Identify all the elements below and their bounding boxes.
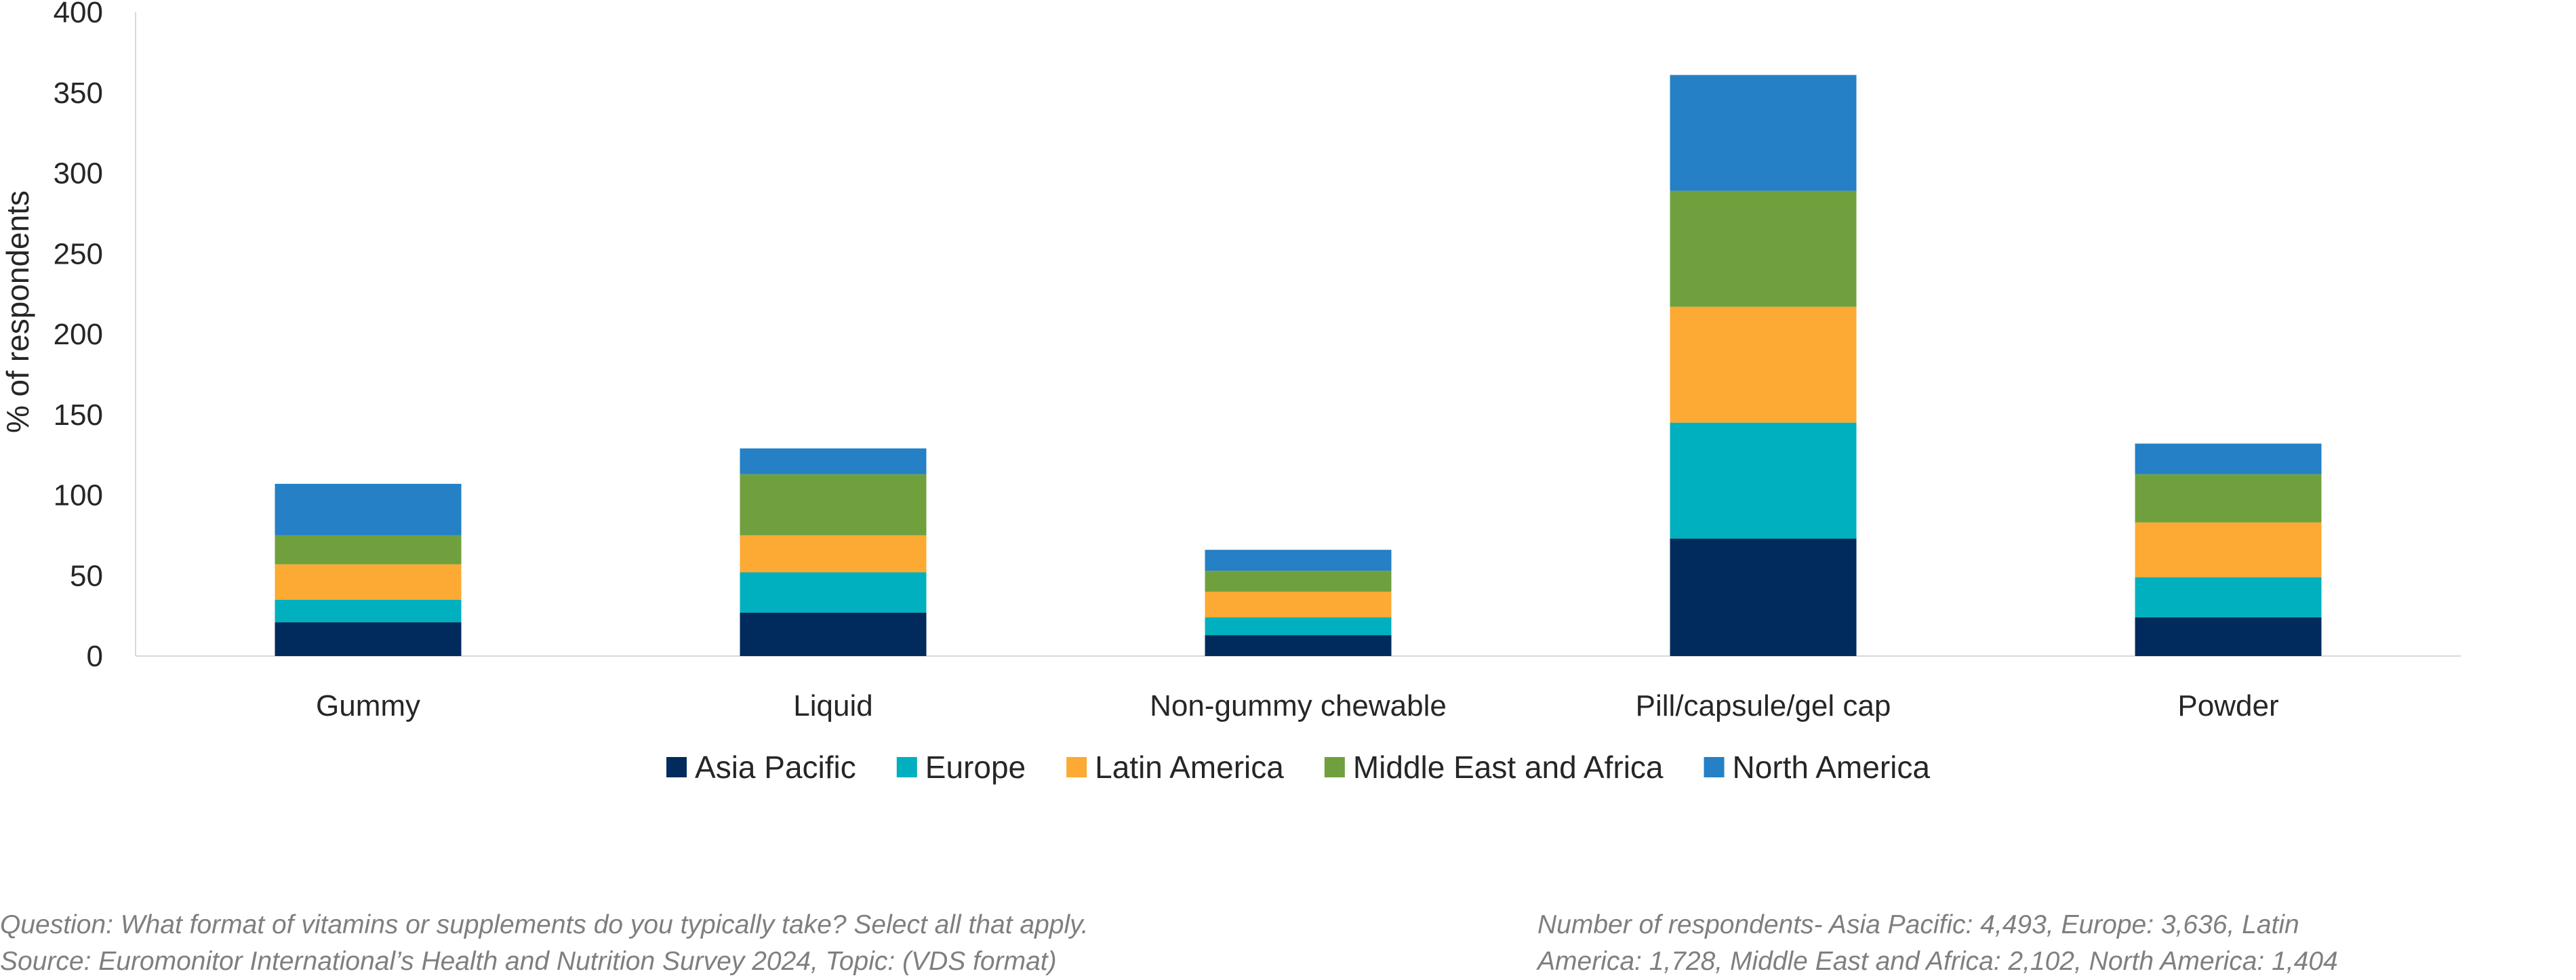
legend-swatch [896, 757, 917, 777]
bar-segment [275, 564, 462, 600]
question-text: Question: What format of vitamins or sup… [0, 910, 1089, 939]
bar-segment [1670, 306, 1857, 423]
y-tick-label: 200 [54, 318, 103, 351]
legend-label: North America [1733, 750, 1931, 785]
legend-swatch [1066, 757, 1087, 777]
bar-segment [2135, 443, 2322, 474]
y-tick-label: 250 [54, 237, 103, 270]
bar-segment [2135, 577, 2322, 617]
x-tick-label: Powder [2177, 689, 2278, 722]
y-tick-label: 350 [54, 77, 103, 110]
y-tick-label: 50 [70, 559, 103, 592]
bar-segment [1670, 75, 1857, 191]
y-tick-label: 100 [54, 479, 103, 512]
footnote-respondents: Number of respondents- Asia Pacific: 4,4… [1537, 907, 2338, 980]
legend-label: Latin America [1095, 750, 1284, 785]
y-tick-label: 400 [54, 0, 103, 29]
bar-segment [1670, 190, 1857, 307]
bar-segment [1205, 550, 1392, 571]
x-tick-label: Non-gummy chewable [1150, 689, 1447, 722]
source-text: Source: Euromonitor International’s Heal… [0, 947, 1057, 976]
legend-swatch [1324, 757, 1345, 777]
x-axis: Gummy Liquid Non-gummy chewable Pill/capsul… [136, 655, 2461, 722]
x-tick-label: Pill/capsule/gel cap [1636, 689, 1891, 722]
bar-segment [1205, 592, 1392, 617]
bar-segment [740, 572, 927, 613]
x-tick-label: Liquid [793, 689, 872, 722]
bar-segment [1670, 422, 1857, 539]
bar-segment [2135, 474, 2322, 523]
y-tick-label: 300 [54, 157, 103, 190]
bars [275, 75, 2322, 656]
bar-segment [2135, 522, 2322, 577]
legend-label: Middle East and Africa [1353, 750, 1664, 785]
legend-label: Europe [925, 750, 1026, 785]
y-tick-label: 0 [87, 640, 103, 673]
bar-segment [275, 483, 462, 535]
footnote-question-source: Question: What format of vitamins or sup… [0, 907, 1089, 980]
bar-segment [1205, 617, 1392, 636]
legend-swatch [666, 757, 687, 777]
bar-segment [740, 535, 927, 573]
bar-segment [740, 612, 927, 656]
bar-segment [1670, 538, 1857, 656]
bar-segment [275, 599, 462, 623]
bar-segment [1205, 635, 1392, 656]
x-tick-label: Gummy [316, 689, 420, 722]
respondents-text-line-1: Number of respondents- Asia Pacific: 4,4… [1537, 910, 2299, 939]
bar-segment [1205, 571, 1392, 592]
y-axis-title: % of respondents [0, 190, 35, 433]
bar-segment [2135, 617, 2322, 656]
bar-segment [275, 535, 462, 565]
bar-segment [740, 474, 927, 535]
y-tick-label: 150 [54, 399, 103, 432]
legend-swatch [1704, 757, 1725, 777]
legend-label: Asia Pacific [695, 750, 856, 785]
respondents-text-line-2: America: 1,728, Middle East and Africa: … [1537, 947, 2338, 976]
bar-segment [275, 622, 462, 656]
y-axis: 0 50 100 150 200 250 300 350 400 [54, 0, 136, 673]
bar-segment [740, 448, 927, 474]
legend: Asia Pacific Europe Latin America Middle Ea… [666, 750, 1930, 785]
